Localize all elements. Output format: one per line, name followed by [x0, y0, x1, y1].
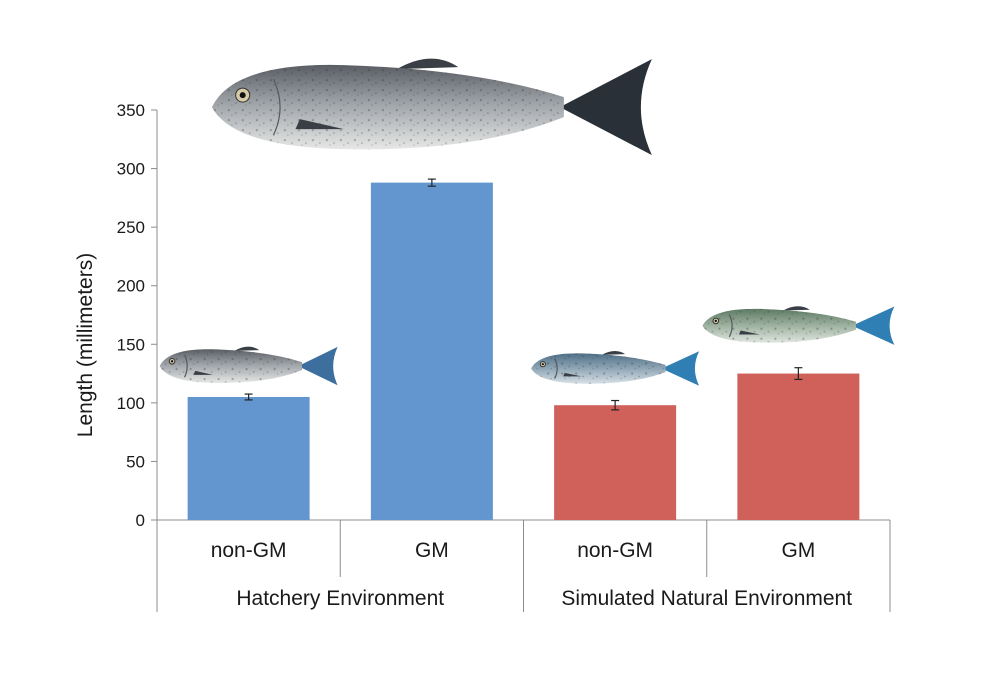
y-tick-label: 200 [117, 277, 145, 296]
x-group-label: Simulated Natural Environment [561, 587, 852, 610]
x-category-label: non-GM [577, 539, 653, 562]
x-category-label: GM [781, 539, 815, 562]
bar-3 [554, 405, 677, 520]
y-tick-label: 250 [117, 218, 145, 237]
x-category-label: GM [415, 539, 449, 562]
small-trout-photo [159, 346, 338, 386]
y-tick-label: 350 [117, 101, 145, 120]
y-tick-label: 100 [117, 394, 145, 413]
bar-4 [737, 373, 860, 520]
x-group-label: Hatchery Environment [236, 587, 444, 610]
large-trout-photo [211, 58, 652, 156]
y-tick-label: 0 [136, 511, 145, 530]
error-bar [427, 178, 436, 187]
error-bar [244, 393, 253, 401]
error-bar [794, 367, 803, 381]
x-category-label: non-GM [211, 539, 287, 562]
small-trout-photo [531, 351, 700, 386]
error-bar [611, 399, 620, 411]
bar-2 [370, 182, 493, 520]
y-tick-label: 50 [126, 452, 145, 471]
y-axis-title: Length (millimeters) [74, 253, 97, 437]
y-tick-label: 300 [117, 160, 145, 179]
small-trout-photo [702, 306, 895, 345]
y-tick-label: 150 [117, 335, 145, 354]
bar-1 [187, 397, 310, 520]
